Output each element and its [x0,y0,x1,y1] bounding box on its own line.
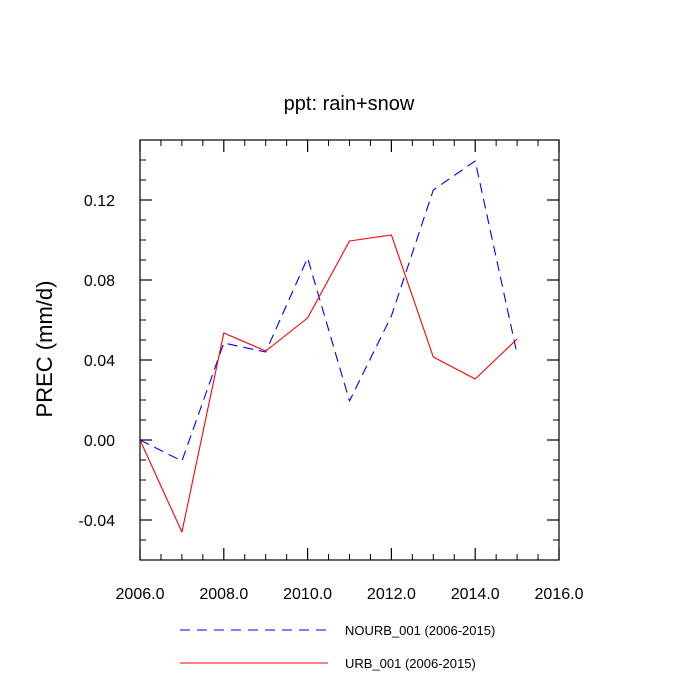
plot-frame [139,139,560,561]
x-tick-label: 2016.0 [535,586,584,603]
legend-label: URB_001 (2006-2015) [345,656,476,671]
x-tick-labels: 2006.0 2008.0 2010.0 2012.0 2014.0 2016.0 [116,586,584,603]
x-tick-label: 2008.0 [199,586,248,603]
y-tick-label: 0.08 [84,273,115,290]
y-axis-label: PREC (mm/d) [32,281,57,418]
series-line-urb-001 [139,234,518,533]
series-line-nourb-001 [139,160,518,462]
x-tick-label: 2012.0 [367,586,416,603]
chart-title: ppt: rain+snow [284,93,415,115]
x-tick-label: 2010.0 [283,586,332,603]
minor-ticks [140,139,559,561]
y-tick-label: 0.00 [84,433,115,450]
y-tick-labels: -0.04 0.00 0.04 0.08 0.12 [79,193,116,530]
x-tick-label: 2014.0 [451,586,500,603]
y-tick-label: -0.04 [79,513,116,530]
legend-label: NOURB_001 (2006-2015) [345,623,495,638]
series-lines [139,160,518,533]
y-tick-label: 0.04 [84,353,115,370]
x-tick-label: 2006.0 [116,586,165,603]
y-tick-label: 0.12 [84,193,115,210]
legend: NOURB_001 (2006-2015) URB_001 (2006-2015) [180,623,495,671]
major-ticks [139,140,560,560]
